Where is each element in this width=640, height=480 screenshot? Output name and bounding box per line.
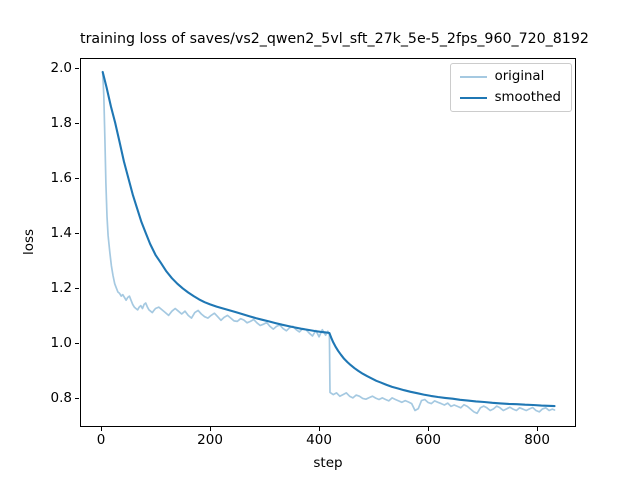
legend: original smoothed (449, 63, 572, 113)
y-tick-label: 1.0 (50, 334, 72, 351)
x-tick-mark (428, 427, 430, 431)
y-tick-label: 1.8 (50, 114, 72, 131)
legend-item-original: original (459, 69, 561, 85)
x-tick-mark (537, 427, 539, 431)
y-tick-mark (75, 287, 79, 289)
y-tick-mark (75, 342, 79, 344)
legend-item-smoothed: smoothed (459, 89, 561, 106)
legend-label-smoothed: smoothed (494, 89, 561, 105)
x-tick-label: 800 (524, 432, 550, 448)
plot-area: original smoothed (80, 58, 576, 427)
x-tick-label: 400 (306, 432, 332, 448)
x-tick-mark (210, 427, 212, 431)
smoothed-line-swatch (459, 96, 487, 99)
y-tick-mark (75, 67, 79, 69)
line-plot (101, 70, 556, 415)
smoothed-loss-line (101, 70, 556, 408)
y-tick-mark (75, 122, 79, 124)
legend-label-original: original (494, 69, 545, 84)
x-tick-mark (101, 427, 103, 431)
x-tick-label: 600 (415, 432, 441, 448)
y-tick-label: 0.8 (50, 389, 72, 406)
x-tick-label: 200 (197, 432, 223, 448)
y-tick-label: 1.6 (50, 169, 72, 186)
y-axis-label: loss (21, 228, 37, 256)
y-tick-mark (75, 397, 79, 399)
x-axis-label: step (313, 455, 343, 471)
original-line-swatch (459, 76, 487, 79)
y-tick-mark (75, 232, 79, 234)
x-tick-mark (319, 427, 321, 431)
chart-title: training loss of saves/vs2_qwen2_5vl_sft… (80, 31, 589, 47)
original-loss-line (101, 71, 556, 415)
y-tick-label: 2.0 (50, 59, 72, 76)
x-tick-label: 0 (96, 432, 106, 448)
y-tick-label: 1.4 (50, 224, 72, 241)
y-tick-label: 1.2 (50, 279, 72, 296)
y-tick-mark (75, 177, 79, 179)
